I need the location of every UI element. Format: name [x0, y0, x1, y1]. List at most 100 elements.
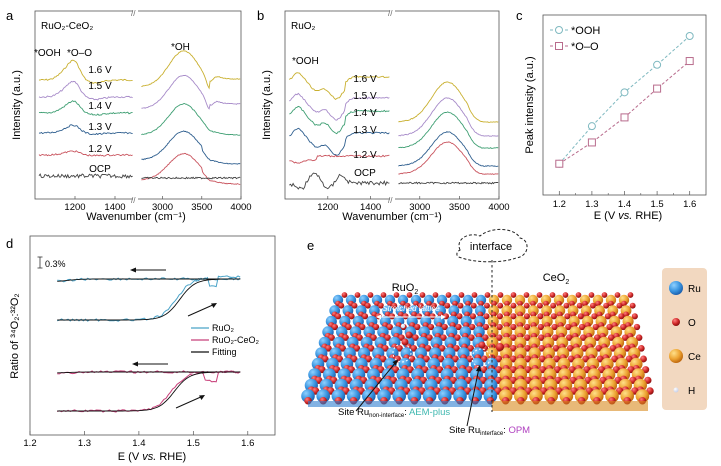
o-atom: [607, 334, 615, 341]
o-atom: [482, 334, 489, 341]
x-tick-label: 3500: [191, 202, 212, 213]
o-atom: [589, 302, 596, 309]
o-atom: [354, 292, 361, 298]
x-tick-label: 3000: [409, 202, 430, 213]
o-atom: [552, 344, 560, 352]
o-atom: [364, 302, 371, 309]
o-atom: [582, 355, 590, 363]
spectrum-high-OCP: [398, 181, 499, 185]
plot-area-c: 1.2 1.3 1.4 1.5 1.6: [553, 32, 696, 210]
x-tick-label: 4000: [230, 202, 251, 213]
o-atom: [483, 313, 490, 320]
o-atom: [537, 323, 545, 331]
o-atom: [603, 302, 610, 309]
interface-callout: [456, 229, 528, 263]
x-axis-label-b: Wavenumber (cm⁻¹): [342, 211, 442, 223]
o-atom: [517, 300, 523, 307]
peak-label-ooh-b: *OOH: [292, 56, 319, 67]
stretched-arrow-right: [441, 314, 446, 320]
peak-label-oh-a: *OH: [171, 42, 190, 53]
o-atom: [429, 313, 436, 320]
series-labels-a: 1.6 V 1.5 V 1.4 V 1.3 V 1.2 V OCP: [88, 65, 112, 175]
o-atom: [421, 366, 429, 374]
o-atom: [402, 313, 409, 320]
ceo2-region-label: CeO2: [543, 272, 570, 286]
adsorbate-o: [478, 341, 486, 349]
legend-marker-oo: [555, 42, 563, 50]
series-label: OCP: [354, 168, 376, 179]
site-ru-interface-marker: [471, 348, 491, 368]
panel-c: c 1.2 1.3 1.4 1.5 1.6 *OOH *O–O E (V vs. RHE…: [516, 8, 707, 222]
o-atom: [423, 355, 430, 363]
o-atom: [635, 334, 643, 341]
spectrum-low-1.2V: [289, 154, 390, 164]
o-atom: [504, 300, 510, 307]
o-atom: [347, 366, 355, 374]
o-atom: [576, 302, 583, 309]
spectrum-low-1.6V: [38, 59, 133, 84]
panel-letter-a: a: [6, 8, 14, 23]
legend-label-ruo2: RuO₂: [212, 323, 235, 333]
o-atom: [523, 323, 531, 331]
x-tick-label: 1400: [360, 202, 381, 213]
data-point-oo: [587, 138, 596, 147]
o-atom: [426, 300, 432, 307]
o-atom: [391, 302, 398, 309]
panel-a: a // // RuO₂-CeO₂ *OOH *O–O *OH 1.6 V 1.5…: [6, 8, 252, 223]
legend-marker-ooh: [555, 26, 563, 34]
spectrum-low-OCP: [38, 173, 133, 179]
x-ticks-d: 1.2 1.3 1.4 1.5 1.6: [23, 431, 254, 449]
o-atom: [510, 302, 517, 309]
o-atom: [592, 323, 599, 331]
spectrum-low-1.5V: [38, 80, 133, 101]
o-atom: [341, 292, 348, 298]
o-atom: [431, 302, 437, 309]
o-atom: [621, 334, 629, 341]
data-point-ooh: [587, 122, 596, 131]
axis-break-mark-a2: //: [131, 196, 136, 205]
o-atom: [444, 302, 451, 309]
spectrum-low-1.4V: [38, 100, 133, 116]
o-atom: [596, 355, 604, 363]
adsorbate-o: [405, 331, 413, 339]
o-atom: [365, 355, 373, 363]
pointer-head-noninterface: [392, 359, 398, 366]
o-atom: [465, 366, 473, 374]
o-atom: [583, 366, 591, 374]
spectrum-low-1.5V: [289, 92, 390, 121]
x-tick-label: 1.6: [241, 438, 254, 449]
o-atom: [629, 302, 636, 309]
legend-atom-ce-icon: [669, 349, 683, 363]
o-atom: [495, 366, 503, 374]
o-atom: [538, 344, 546, 352]
o-atom: [538, 355, 546, 363]
series-label: OCP: [89, 164, 111, 175]
o-atom: [450, 366, 458, 374]
o-atom: [424, 344, 432, 352]
o-atom: [556, 300, 562, 307]
o-atom: [350, 355, 358, 363]
x-tick-label: 1.3: [78, 438, 91, 449]
o-atom: [441, 323, 448, 331]
o-atom: [439, 300, 445, 307]
site-interface-label: Site Ruinterface: OPM: [449, 425, 530, 437]
ruo2ceo2-forward-fit: [57, 371, 241, 412]
adsorbate-o-interface: [496, 343, 504, 351]
o-atom: [537, 313, 544, 320]
o-atom: [609, 344, 617, 352]
series-label: 1.5 V: [88, 81, 112, 92]
o-atom: [577, 313, 584, 320]
o-atom: [342, 334, 349, 341]
o-atom: [627, 292, 634, 298]
o-atom: [372, 323, 380, 331]
o-atom: [440, 334, 447, 341]
o-atom: [552, 334, 559, 341]
panel-d: d 0.3% RuO₂ RuO₂-CeO₂ Fitting 1.2 1: [6, 235, 276, 463]
o-atom: [377, 366, 385, 374]
o-atom: [539, 366, 547, 374]
o-atom: [620, 323, 627, 331]
arrow-forward-ceo2: [175, 395, 204, 409]
o-atom: [509, 366, 517, 374]
o-atom: [455, 323, 462, 331]
o-atom: [523, 313, 530, 320]
